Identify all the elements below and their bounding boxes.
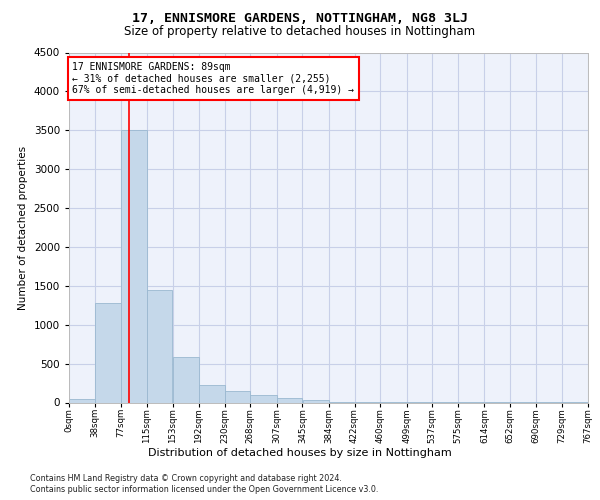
Bar xyxy=(302,400,329,402)
Bar xyxy=(250,394,277,402)
Text: Contains HM Land Registry data © Crown copyright and database right 2024.: Contains HM Land Registry data © Crown c… xyxy=(30,474,342,483)
Bar xyxy=(95,303,121,402)
Text: 17 ENNISMORE GARDENS: 89sqm
← 31% of detached houses are smaller (2,255)
67% of : 17 ENNISMORE GARDENS: 89sqm ← 31% of det… xyxy=(73,62,355,95)
Bar xyxy=(173,358,199,403)
Text: 17, ENNISMORE GARDENS, NOTTINGHAM, NG8 3LJ: 17, ENNISMORE GARDENS, NOTTINGHAM, NG8 3… xyxy=(132,12,468,26)
Bar xyxy=(69,398,95,402)
Bar xyxy=(147,290,172,403)
Text: Size of property relative to detached houses in Nottingham: Size of property relative to detached ho… xyxy=(124,25,476,38)
Bar xyxy=(121,130,146,402)
Bar xyxy=(277,398,302,402)
Y-axis label: Number of detached properties: Number of detached properties xyxy=(18,146,28,310)
Bar xyxy=(199,384,224,402)
Text: Contains public sector information licensed under the Open Government Licence v3: Contains public sector information licen… xyxy=(30,485,379,494)
Text: Distribution of detached houses by size in Nottingham: Distribution of detached houses by size … xyxy=(148,448,452,458)
Bar xyxy=(225,391,250,402)
